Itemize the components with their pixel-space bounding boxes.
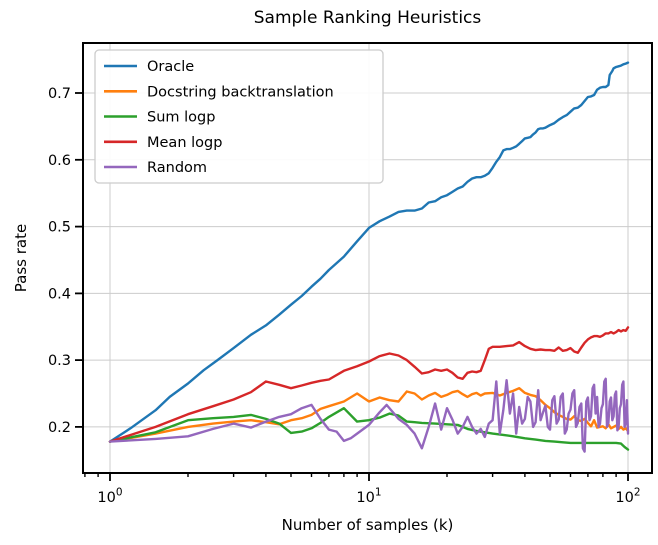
x-axis-label: Number of samples (k) [281,516,454,534]
series-line-oracle [108,61,630,443]
y-axis-label: Pass rate [12,223,30,293]
legend-box [94,49,384,184]
legend: Oracle Docstring backtranslation Sum logp M… [94,49,384,184]
legend-item-random: Random [104,160,207,176]
x-tick-label: 101 [356,487,381,507]
y-tick-label: 0.4 [48,286,71,302]
x-tick-label: 102 [615,487,640,507]
plot-spines [82,42,653,474]
legend-label-docstring-backtranslation: Docstring backtranslation [147,84,334,100]
legend-label-random: Random [147,160,207,176]
y-tick-label: 0.5 [48,220,71,236]
series-line-random [108,377,630,453]
chart-title: Sample Ranking Heuristics [253,8,482,28]
y-tick-label: 0.2 [48,420,71,436]
legend-item-docstring-backtranslation: Docstring backtranslation [104,84,334,100]
y-tick-label: 0.3 [48,353,71,369]
legend-item-sum-logp: Sum logp [104,110,215,126]
y-tick-label: 0.7 [48,86,71,102]
legend-label-sum-logp: Sum logp [147,110,215,126]
legend-item-oracle: Oracle [104,59,194,75]
legend-label-mean-logp: Mean logp [147,135,222,151]
legend-label-oracle: Oracle [147,59,194,75]
x-tick-label: 100 [97,487,122,507]
y-tick-label: 0.6 [48,153,71,169]
legend-item-mean-logp: Mean logp [104,135,222,151]
series-line-mean-logp [108,326,630,443]
